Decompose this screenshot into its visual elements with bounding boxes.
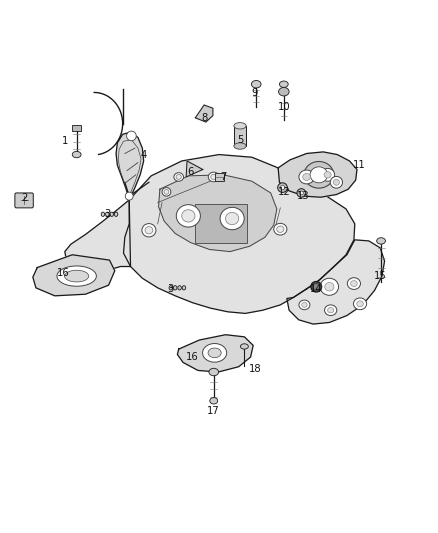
FancyBboxPatch shape: [215, 173, 224, 181]
Ellipse shape: [314, 284, 319, 289]
Text: 2: 2: [21, 193, 27, 203]
Text: 12: 12: [277, 187, 290, 197]
Ellipse shape: [279, 81, 288, 87]
Ellipse shape: [353, 298, 367, 310]
Text: 4: 4: [141, 150, 147, 159]
Text: 3: 3: [168, 284, 174, 294]
Ellipse shape: [176, 205, 200, 227]
Text: 18: 18: [249, 364, 261, 374]
Polygon shape: [177, 335, 253, 372]
Ellipse shape: [110, 212, 113, 216]
Ellipse shape: [277, 226, 284, 232]
Ellipse shape: [182, 209, 195, 222]
Ellipse shape: [208, 348, 221, 358]
Text: 11: 11: [353, 160, 366, 170]
Ellipse shape: [330, 176, 343, 188]
Ellipse shape: [101, 212, 105, 216]
Ellipse shape: [106, 212, 109, 216]
Ellipse shape: [328, 308, 334, 313]
Ellipse shape: [208, 172, 219, 182]
Polygon shape: [159, 175, 277, 252]
Polygon shape: [287, 240, 385, 324]
Ellipse shape: [64, 270, 88, 282]
Ellipse shape: [324, 172, 331, 178]
Ellipse shape: [278, 183, 287, 192]
Ellipse shape: [220, 207, 244, 230]
Ellipse shape: [226, 212, 239, 225]
Ellipse shape: [320, 278, 339, 295]
Ellipse shape: [279, 87, 289, 96]
FancyBboxPatch shape: [72, 125, 81, 131]
Ellipse shape: [333, 179, 339, 185]
Polygon shape: [195, 105, 213, 122]
Ellipse shape: [304, 161, 334, 188]
Ellipse shape: [325, 305, 337, 316]
Ellipse shape: [72, 151, 81, 158]
Text: 9: 9: [252, 88, 258, 98]
Ellipse shape: [280, 185, 285, 190]
Ellipse shape: [114, 212, 118, 216]
Ellipse shape: [297, 189, 306, 197]
Text: 7: 7: [220, 172, 226, 182]
Polygon shape: [116, 132, 144, 200]
Text: 5: 5: [237, 135, 243, 144]
Text: 1: 1: [62, 136, 68, 146]
Polygon shape: [124, 155, 355, 313]
Ellipse shape: [302, 303, 307, 307]
Ellipse shape: [234, 123, 246, 129]
Ellipse shape: [202, 343, 227, 362]
Ellipse shape: [377, 238, 385, 244]
Ellipse shape: [310, 167, 328, 183]
Text: 16: 16: [186, 352, 199, 362]
Ellipse shape: [142, 224, 156, 237]
Ellipse shape: [357, 301, 364, 307]
Ellipse shape: [182, 286, 186, 290]
Polygon shape: [33, 255, 115, 296]
Polygon shape: [278, 152, 357, 197]
Ellipse shape: [211, 174, 217, 180]
Ellipse shape: [350, 280, 357, 287]
Ellipse shape: [299, 170, 314, 184]
Ellipse shape: [347, 278, 360, 289]
FancyBboxPatch shape: [15, 193, 33, 208]
Polygon shape: [186, 161, 203, 177]
Polygon shape: [65, 200, 131, 272]
Ellipse shape: [303, 173, 311, 180]
Ellipse shape: [321, 168, 335, 181]
Ellipse shape: [176, 175, 181, 179]
Ellipse shape: [299, 191, 303, 195]
FancyBboxPatch shape: [234, 126, 246, 146]
Text: 6: 6: [187, 167, 194, 176]
Ellipse shape: [57, 266, 96, 286]
Ellipse shape: [210, 398, 218, 404]
Ellipse shape: [299, 300, 310, 310]
Text: 16: 16: [57, 268, 70, 278]
Text: 17: 17: [207, 407, 220, 416]
Ellipse shape: [274, 223, 287, 235]
Ellipse shape: [311, 281, 321, 292]
Ellipse shape: [127, 131, 136, 141]
Ellipse shape: [240, 344, 248, 349]
Text: 15: 15: [374, 271, 387, 281]
Ellipse shape: [125, 192, 133, 200]
Text: 3: 3: [104, 209, 110, 219]
Text: 10: 10: [278, 102, 290, 111]
Text: 14: 14: [310, 284, 322, 294]
Ellipse shape: [162, 188, 171, 196]
Ellipse shape: [251, 80, 261, 88]
FancyBboxPatch shape: [195, 204, 247, 243]
Ellipse shape: [145, 227, 153, 234]
Ellipse shape: [173, 286, 177, 290]
Text: 13: 13: [297, 191, 309, 201]
Ellipse shape: [178, 286, 181, 290]
Ellipse shape: [209, 368, 219, 376]
Ellipse shape: [234, 143, 246, 149]
Text: 8: 8: [202, 114, 208, 123]
Ellipse shape: [169, 286, 173, 290]
Ellipse shape: [164, 190, 169, 194]
Ellipse shape: [325, 282, 334, 291]
Ellipse shape: [174, 173, 184, 181]
